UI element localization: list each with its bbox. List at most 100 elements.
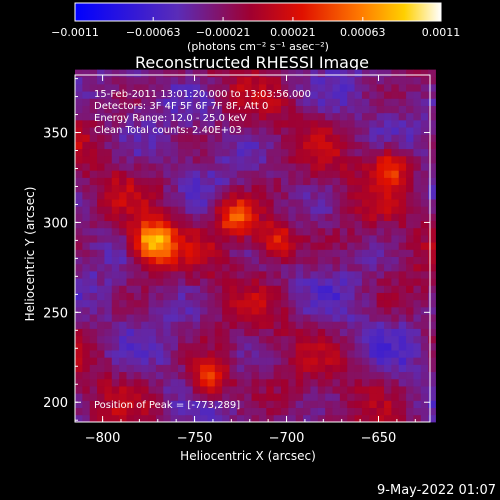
heatmap-cell — [391, 263, 400, 272]
heatmap-cell — [347, 69, 355, 78]
heatmap-cell — [281, 148, 289, 157]
heatmap-cell — [229, 321, 238, 329]
heatmap-cell — [155, 235, 164, 243]
heatmap-cell — [420, 184, 429, 193]
heatmap-cell — [185, 306, 194, 315]
heatmap-cell — [207, 278, 216, 286]
heatmap-cell — [89, 112, 98, 121]
heatmap-cell — [192, 335, 201, 344]
heatmap-cell — [207, 285, 216, 293]
heatmap-cell — [413, 263, 422, 272]
heatmap-cell — [119, 278, 127, 286]
heatmap-cell — [332, 227, 341, 236]
heatmap-cell — [339, 119, 348, 128]
heatmap-cell — [207, 328, 216, 337]
heatmap-cell — [75, 184, 83, 193]
heatmap-cell — [288, 177, 297, 186]
heatmap-cell — [178, 364, 186, 373]
heatmap-cell — [126, 163, 135, 171]
heatmap-cell — [82, 371, 91, 380]
heatmap-cell — [384, 386, 392, 394]
heatmap-cell — [82, 256, 91, 265]
heatmap-cell — [75, 400, 83, 409]
heatmap-cell — [303, 112, 311, 121]
heatmap-cell — [200, 170, 208, 178]
heatmap-cell — [104, 342, 113, 351]
heatmap-cell — [133, 414, 142, 423]
heatmap-cell — [222, 364, 230, 373]
heatmap-cell — [207, 393, 216, 401]
heatmap-cell — [325, 69, 333, 78]
heatmap-cell — [75, 357, 83, 365]
heatmap-cell — [369, 285, 378, 293]
heatmap-cell — [273, 141, 282, 150]
heatmap-cell — [339, 177, 348, 186]
heatmap-cell — [361, 350, 370, 358]
heatmap-cell — [200, 199, 208, 207]
heatmap-cell — [384, 163, 392, 171]
heatmap-cell — [244, 184, 252, 193]
heatmap-cell — [185, 314, 194, 322]
heatmap-cell — [244, 263, 252, 272]
heatmap-cell — [75, 335, 83, 344]
heatmap-cell — [236, 69, 245, 78]
heatmap-cell — [325, 112, 333, 121]
heatmap-cell — [317, 400, 326, 409]
heatmap-cell — [273, 400, 282, 409]
heatmap-cell — [82, 249, 91, 257]
heatmap-cell — [354, 314, 363, 322]
heatmap-cell — [398, 335, 407, 344]
heatmap-cell — [361, 105, 370, 114]
heatmap-cell — [126, 299, 135, 308]
heatmap-cell — [273, 177, 282, 186]
heatmap-cell — [369, 335, 378, 344]
heatmap-cell — [413, 350, 422, 358]
heatmap-cell — [258, 292, 267, 301]
heatmap-cell — [339, 191, 348, 200]
heatmap-cell — [354, 163, 363, 171]
heatmap-cell — [325, 83, 333, 92]
heatmap-cell — [163, 177, 172, 186]
heatmap-cell — [376, 227, 385, 236]
heatmap-cell — [119, 91, 127, 99]
heatmap-cell — [347, 335, 355, 344]
heatmap-cell — [332, 414, 341, 423]
heatmap-cell — [244, 278, 252, 286]
heatmap-cell — [111, 414, 120, 423]
heatmap-cell — [192, 213, 201, 222]
heatmap-cell — [288, 105, 297, 114]
heatmap-cell — [236, 199, 245, 207]
heatmap-cell — [178, 119, 186, 128]
heatmap-cell — [148, 220, 157, 229]
heatmap-cell — [229, 141, 238, 150]
heatmap-cell — [185, 386, 194, 394]
heatmap-cell — [163, 321, 172, 329]
heatmap-cell — [273, 342, 282, 351]
heatmap-cell — [229, 400, 238, 409]
heatmap-cell — [398, 407, 407, 416]
heatmap-cell — [406, 357, 414, 365]
heatmap-cell — [420, 112, 429, 121]
heatmap-cell — [361, 306, 370, 315]
heatmap-cell — [185, 242, 194, 250]
heatmap-cell — [244, 105, 252, 114]
heatmap-cell — [178, 400, 186, 409]
heatmap-cell — [148, 199, 157, 207]
heatmap-cell — [141, 119, 149, 128]
heatmap-cell — [310, 378, 319, 387]
heatmap-cell — [317, 112, 326, 121]
heatmap-cell — [369, 134, 378, 142]
heatmap-cell — [170, 393, 179, 401]
heatmap-cell — [82, 199, 91, 207]
heatmap-cell — [214, 285, 223, 293]
heatmap-cell — [281, 270, 289, 279]
heatmap-cell — [170, 263, 179, 272]
heatmap-cell — [273, 83, 282, 92]
heatmap-cell — [376, 335, 385, 344]
heatmap-cell — [281, 314, 289, 322]
heatmap-cell — [273, 321, 282, 329]
heatmap-cell — [133, 393, 142, 401]
heatmap-cell — [413, 76, 422, 85]
heatmap-cell — [192, 98, 201, 106]
heatmap-cell — [281, 328, 289, 337]
